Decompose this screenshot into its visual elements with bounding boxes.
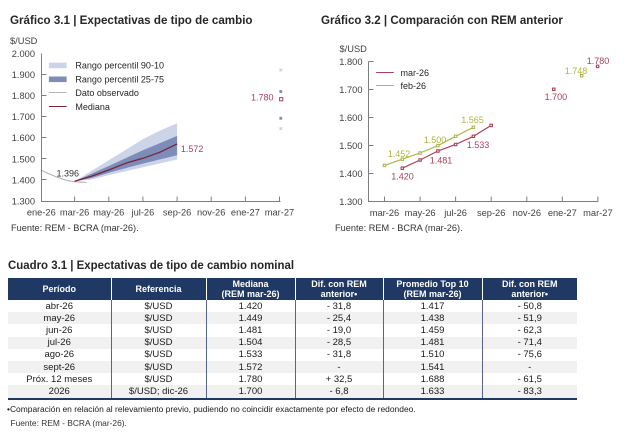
svg-text:1.900: 1.900 bbox=[12, 70, 35, 80]
svg-text:may-26: may-26 bbox=[93, 207, 124, 217]
svg-text:1.300: 1.300 bbox=[339, 197, 362, 207]
svg-text:1.400: 1.400 bbox=[12, 175, 35, 185]
svg-text:1.748: 1.748 bbox=[565, 66, 588, 76]
svg-text:1.780: 1.780 bbox=[251, 93, 274, 103]
svg-text:2.000: 2.000 bbox=[12, 49, 35, 59]
svg-text:ene-27: ene-27 bbox=[548, 208, 577, 218]
svg-text:1.420: 1.420 bbox=[391, 172, 414, 182]
svg-text:1.481: 1.481 bbox=[430, 156, 453, 166]
svg-text:mar-27: mar-27 bbox=[265, 207, 294, 217]
svg-text:1.533: 1.533 bbox=[467, 140, 490, 150]
svg-text:Mediana: Mediana bbox=[75, 102, 110, 112]
svg-text:1.565: 1.565 bbox=[461, 115, 484, 125]
svg-text:1.700: 1.700 bbox=[12, 112, 35, 122]
svg-text:1.572: 1.572 bbox=[181, 144, 204, 154]
svg-text:1.500: 1.500 bbox=[339, 141, 362, 151]
svg-text:1.300: 1.300 bbox=[12, 197, 35, 207]
svg-text:mar-26: mar-26 bbox=[60, 207, 89, 217]
svg-text:$/USD: $/USD bbox=[340, 44, 368, 54]
svg-text:1.400: 1.400 bbox=[339, 169, 362, 179]
svg-text:may-26: may-26 bbox=[405, 208, 436, 218]
svg-text:ene-26: ene-26 bbox=[27, 207, 56, 217]
svg-text:1.700: 1.700 bbox=[339, 85, 362, 95]
svg-text:mar-26: mar-26 bbox=[370, 208, 399, 218]
svg-text:Rango percentil 25-75: Rango percentil 25-75 bbox=[75, 74, 164, 84]
svg-text:1.500: 1.500 bbox=[424, 135, 447, 145]
svg-text:1.780: 1.780 bbox=[587, 56, 610, 66]
svg-text:1.500: 1.500 bbox=[12, 154, 35, 164]
svg-text:1.396: 1.396 bbox=[57, 168, 80, 178]
svg-text:mar-27: mar-27 bbox=[583, 208, 612, 218]
svg-text:nov-26: nov-26 bbox=[513, 208, 541, 218]
svg-text:sep-26: sep-26 bbox=[163, 207, 191, 217]
svg-text:1.600: 1.600 bbox=[12, 133, 35, 143]
svg-text:jul-26: jul-26 bbox=[131, 207, 155, 217]
svg-text:mar-26: mar-26 bbox=[401, 68, 430, 78]
svg-text:$/USD: $/USD bbox=[10, 36, 38, 46]
svg-text:1.452: 1.452 bbox=[388, 149, 411, 159]
svg-text:1.700: 1.700 bbox=[545, 92, 568, 102]
svg-text:sep-26: sep-26 bbox=[477, 208, 505, 218]
svg-text:1.600: 1.600 bbox=[339, 113, 362, 123]
svg-text:Dato observado: Dato observado bbox=[75, 88, 139, 98]
svg-text:1.800: 1.800 bbox=[12, 91, 35, 101]
svg-text:nov-26: nov-26 bbox=[197, 207, 225, 217]
svg-text:jul-26: jul-26 bbox=[443, 208, 467, 218]
svg-text:ene-27: ene-27 bbox=[231, 207, 260, 217]
svg-text:feb-26: feb-26 bbox=[401, 81, 427, 91]
svg-text:1.800: 1.800 bbox=[339, 57, 362, 67]
svg-text:Rango percentil 90-10: Rango percentil 90-10 bbox=[75, 60, 164, 70]
